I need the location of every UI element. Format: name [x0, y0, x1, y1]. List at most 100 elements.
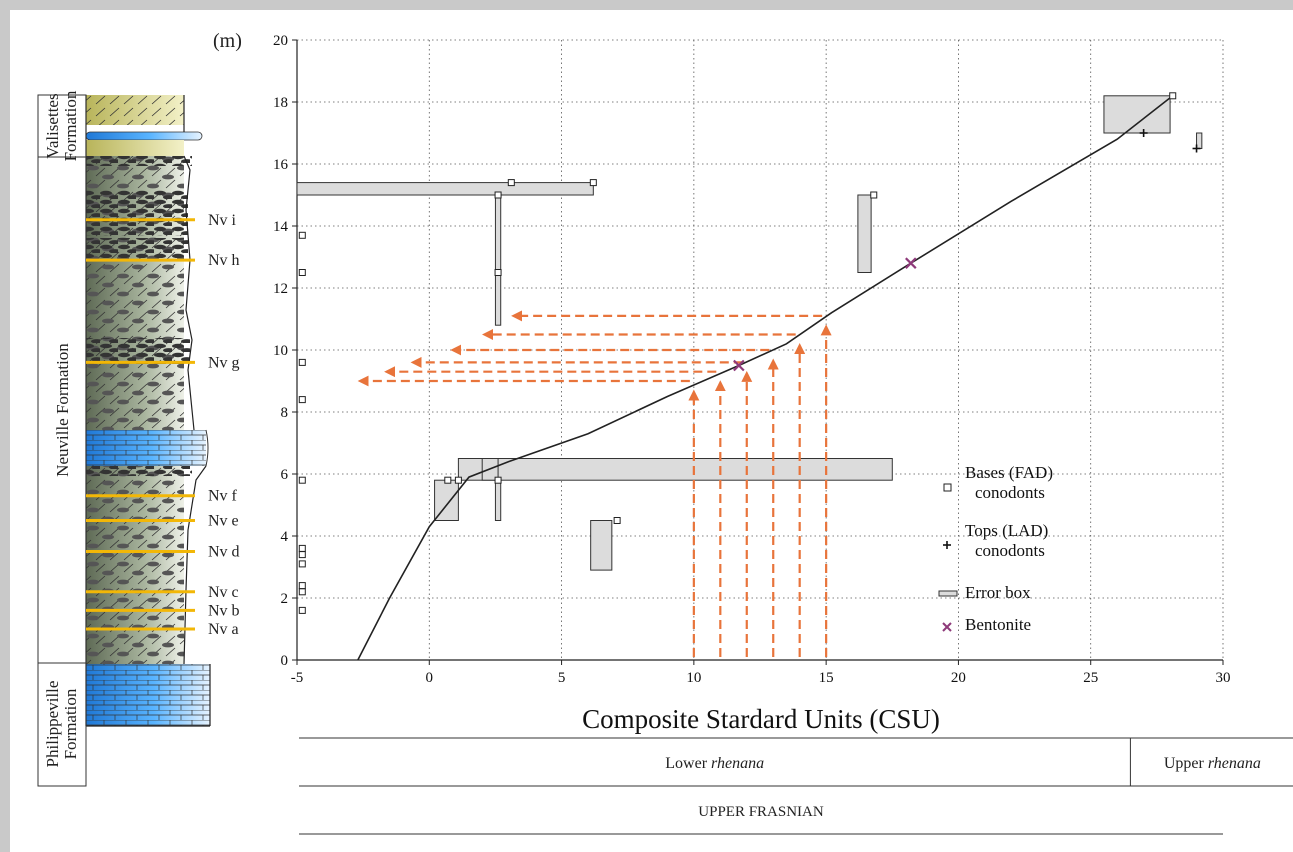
nodular-band-2 [86, 190, 188, 236]
biozone-table: Lower rhenana Upper rhenana UPPER FRASNIAN [299, 737, 1293, 835]
lad-point [1192, 144, 1201, 153]
marker-bed-label: Nv e [208, 513, 239, 530]
error-box [494, 194, 502, 326]
fad-point [298, 269, 306, 276]
y-tick-label: 8 [281, 405, 289, 421]
marker-beds: Nv i Nv h Nv g Nv f Nv e Nv d Nv cNv b Nv a [86, 212, 240, 638]
error-box [296, 182, 594, 196]
zone-lower-rhenana: Lower rhenana [665, 755, 764, 772]
error-box [457, 458, 893, 481]
fad-point [454, 476, 462, 484]
legend-square-icon [943, 483, 952, 492]
valisettes-hatch [86, 95, 184, 125]
valisettes-lower [86, 140, 184, 156]
fad-point [1169, 92, 1177, 100]
fad-point [298, 606, 306, 614]
y-tick-label: 0 [281, 653, 289, 669]
x-tick-label: 5 [558, 670, 566, 686]
nodular-band-4 [86, 338, 190, 364]
marker-bed-label: Nv b [208, 602, 240, 619]
fad-point [298, 544, 306, 552]
neuville-limestone-edge [205, 429, 209, 467]
y-tick-label: 6 [281, 467, 289, 483]
fad-point [507, 179, 515, 187]
philippeville-brick [86, 664, 210, 726]
fad-point [870, 191, 878, 199]
line-of-correlation [357, 95, 1174, 661]
x-axis-title: Composite Stardard Units (CSU) [582, 704, 940, 734]
fad-point [298, 396, 306, 404]
legend-label: Bentonite [965, 615, 1031, 634]
x-tick-label: 0 [426, 670, 434, 686]
formation-label-line: Formation [61, 90, 80, 161]
error-boxes [296, 95, 1203, 571]
y-tick-label: 16 [273, 157, 289, 173]
neuville-limestone-brick [86, 430, 206, 466]
x-tick-label: 25 [1083, 670, 1098, 686]
formation-label-line: Valisettes [43, 93, 62, 158]
legend-label: Error box [965, 583, 1031, 602]
bentonite-stroke-2 [733, 359, 745, 372]
lad-point [1139, 129, 1148, 137]
bentonite-point [905, 257, 917, 269]
philippeville-box [37, 662, 87, 787]
legend-box-icon [938, 590, 958, 597]
marker-bed-label: Nv c [208, 584, 239, 601]
thin-limestone-bed [85, 131, 203, 141]
figure-frame: Valisettes Formation Neuville Formation Phi… [10, 10, 1293, 852]
fad-point [298, 588, 306, 596]
bentonite-stroke-2 [905, 257, 917, 269]
y-tick-label: 4 [281, 529, 289, 545]
data-points [298, 92, 1201, 614]
nodular-band-5 [86, 466, 192, 476]
fad-point [494, 269, 502, 276]
x-tick-label: 20 [951, 670, 966, 686]
marker-bed-label: Nv f [208, 488, 238, 505]
x-tick-label: -5 [291, 670, 304, 686]
stage-label: UPPER FRASNIAN [698, 804, 824, 820]
fad-point [494, 476, 502, 484]
formation-label-line: Neuville Formation [53, 343, 72, 477]
y-tick-label: 12 [273, 281, 288, 297]
y-tick-label: 14 [273, 219, 289, 235]
fad-point [298, 476, 306, 484]
y-tick-label: 10 [273, 343, 288, 359]
legend-label: conodonts [975, 541, 1045, 560]
marker-bed-label: Nv g [208, 354, 240, 371]
nodular-band-3 [86, 238, 188, 258]
formation-label-line: Formation [61, 688, 80, 759]
fad-point [589, 179, 597, 187]
error-box [494, 479, 502, 522]
fad-point [613, 517, 621, 524]
marker-bed-label: Nv h [208, 252, 240, 269]
projection-arrows [357, 310, 832, 657]
fad-point [298, 551, 306, 559]
marker-bed-label: Nv i [208, 212, 237, 229]
zone-upper-rhenana: Upper rhenana [1164, 755, 1261, 772]
legend-label: conodonts [975, 483, 1045, 502]
fad-point [298, 560, 306, 568]
x-tick-label: 30 [1216, 670, 1231, 686]
nodular-band-1 [86, 156, 192, 166]
marker-bed-label: Nv d [208, 544, 240, 561]
x-tick-label: 15 [819, 670, 834, 686]
y-tick-label: 18 [273, 95, 288, 111]
x-tick-label: 10 [686, 670, 701, 686]
fad-point [494, 191, 502, 199]
marker-bed-label: Nv a [208, 621, 239, 638]
chart-grid [296, 39, 1224, 661]
error-box [1103, 95, 1171, 134]
formation-valisettes-label: Valisettes Formation [43, 90, 80, 161]
column-right-edge [86, 95, 211, 727]
fad-point [444, 476, 452, 484]
formation-label-line: Philippeville [43, 681, 62, 768]
bentonite-point [733, 359, 745, 372]
fad-point [298, 231, 306, 239]
fad-point [298, 582, 306, 590]
error-box [857, 194, 872, 273]
